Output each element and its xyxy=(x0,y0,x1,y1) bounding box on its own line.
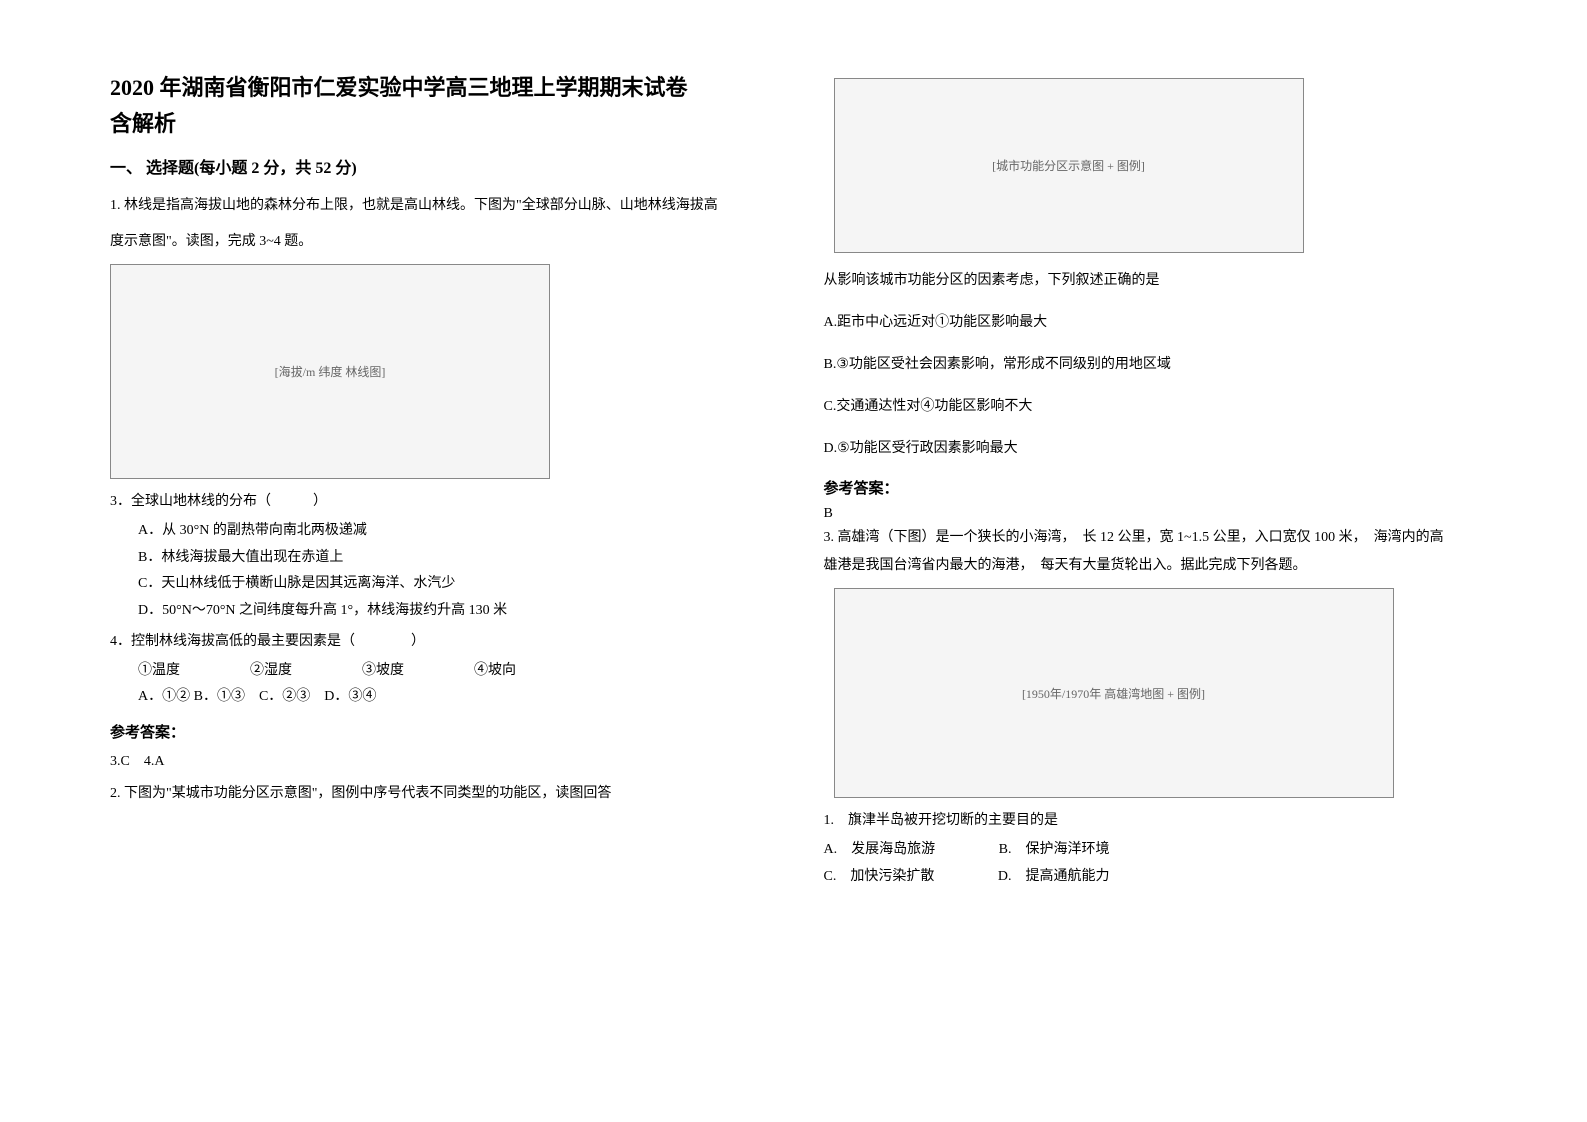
q1-sub3: 3．全球山地林线的分布（ ） xyxy=(110,489,764,514)
q1-stem-line1: 1. 林线是指高海拔山地的森林分布上限，也就是高山林线。下图为"全球部分山脉、山… xyxy=(110,192,764,220)
q2-optB: B.③功能区受社会因素影响，常形成不同级别的用地区域 xyxy=(824,351,1478,379)
section-1-heading: 一、 选择题(每小题 2 分，共 52 分) xyxy=(110,154,764,178)
q2-optD: D.⑤功能区受行政因素影响最大 xyxy=(824,435,1478,463)
q1-figure-caption: [海拔/m 纬度 林线图] xyxy=(275,363,386,380)
q3-figure: [1950年/1970年 高雄湾地图 + 图例] xyxy=(834,588,1394,798)
q1-sub4: 4．控制林线海拔高低的最主要因素是（ ） xyxy=(110,629,764,654)
q1-stem-line2: 度示意图"。读图，完成 3~4 题。 xyxy=(110,228,764,256)
q2-prompt: 从影响该城市功能分区的因素考虑，下列叙述正确的是 xyxy=(824,267,1478,295)
right-column: [城市功能分区示意图 + 图例] 从影响该城市功能分区的因素考虑，下列叙述正确的… xyxy=(794,70,1488,1082)
q3-sub1: 1. 旗津半岛被开挖切断的主要目的是 xyxy=(824,808,1478,833)
q1-sub3-B: B．林线海拔最大值出现在赤道上 xyxy=(110,545,764,572)
q2-figure-caption: [城市功能分区示意图 + 图例] xyxy=(992,157,1145,174)
q2-figure: [城市功能分区示意图 + 图例] xyxy=(834,78,1304,253)
q2-answer-header: 参考答案： xyxy=(824,477,1478,498)
exam-title: 2020 年湖南省衡阳市仁爱实验中学高三地理上学期期末试卷 xyxy=(110,70,764,102)
q1-answer: 3.C 4.A xyxy=(110,750,764,770)
q1-sub4-opts: A．①② B．①③ C．②③ D．③④ xyxy=(110,684,764,711)
q3-sub1-row1: A. 发展海岛旅游 B. 保护海洋环境 xyxy=(824,837,1478,864)
q3-sub1-A: A. 发展海岛旅游 xyxy=(824,837,936,864)
q1-answer-header: 参考答案： xyxy=(110,721,764,742)
q1-figure: [海拔/m 纬度 林线图] xyxy=(110,264,550,479)
q1-sub3-C: C．天山林线低于横断山脉是因其远离海洋、水汽少 xyxy=(110,571,764,598)
q1-sub3-A: A．从 30°N 的副热带向南北两极递减 xyxy=(110,518,764,545)
q3-sub1-D: D. 提高通航能力 xyxy=(998,864,1110,891)
q3-stem-line1: 3. 高雄湾（下图）是一个狭长的小海湾， 长 12 公里，宽 1~1.5 公里，… xyxy=(824,524,1478,552)
q2-stem: 2. 下图为"某城市功能分区示意图"，图例中序号代表不同类型的功能区，读图回答 xyxy=(110,780,764,808)
left-column: 2020 年湖南省衡阳市仁爱实验中学高三地理上学期期末试卷 含解析 一、 选择题… xyxy=(100,70,794,1082)
q3-sub1-row2: C. 加快污染扩散 D. 提高通航能力 xyxy=(824,864,1478,891)
q1-sub3-D: D．50°N～70°N 之间纬度每升高 1°，林线海拔约升高 130 米 xyxy=(110,598,764,625)
q1-sub4-choices: ①温度 ②湿度 ③坡度 ④坡向 xyxy=(110,658,764,685)
q2-answer: B xyxy=(824,506,1478,522)
q3-sub1-C: C. 加快污染扩散 xyxy=(824,864,935,891)
q2-optA: A.距市中心远近对①功能区影响最大 xyxy=(824,309,1478,337)
q3-stem-line2: 雄港是我国台湾省内最大的海港， 每天有大量货轮出入。据此完成下列各题。 xyxy=(824,552,1478,580)
q3-figure-caption: [1950年/1970年 高雄湾地图 + 图例] xyxy=(1022,685,1205,702)
q2-optC: C.交通通达性对④功能区影响不大 xyxy=(824,393,1478,421)
q3-sub1-B: B. 保护海洋环境 xyxy=(999,837,1110,864)
exam-subtitle: 含解析 xyxy=(110,106,764,138)
